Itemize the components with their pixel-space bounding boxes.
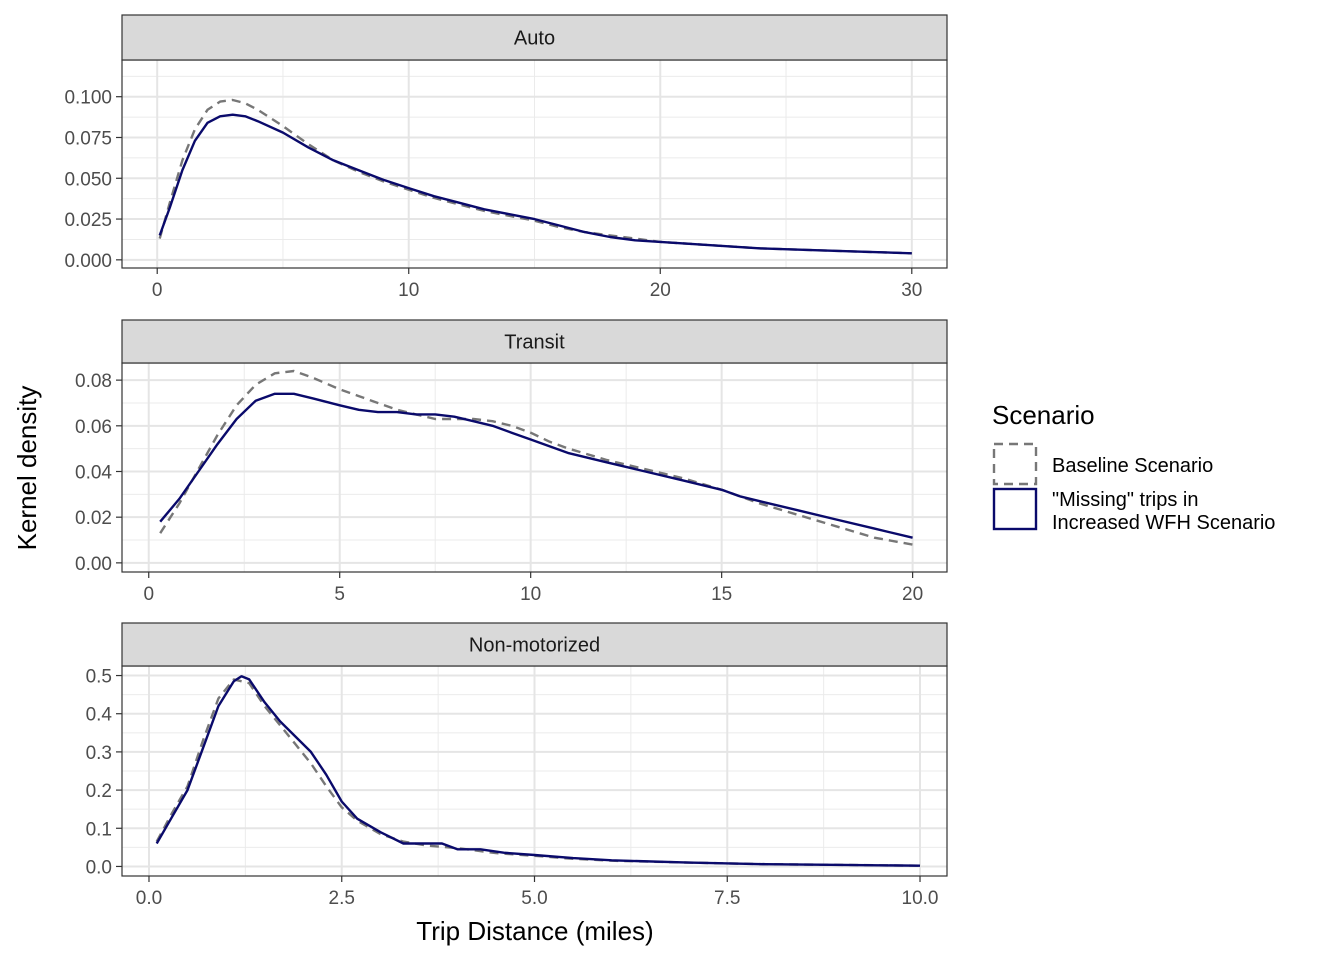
x-tick-label: 5.0 [521, 888, 547, 909]
x-axis-title: Trip Distance (miles) [416, 916, 653, 946]
y-tick-label: 0.00 [75, 554, 112, 575]
panel-background [122, 363, 947, 572]
x-tick-label: 20 [902, 584, 923, 605]
x-tick-label: 10 [398, 280, 419, 301]
x-tick-label: 10.0 [902, 888, 939, 909]
facet-strip [121, 14, 948, 61]
x-tick-label: 0 [152, 280, 163, 301]
legend-label-line: "Missing" trips in [1052, 489, 1198, 511]
y-tick-label: 0.000 [64, 251, 112, 272]
facet-strip-label: Transit [504, 332, 565, 354]
y-tick-label: 0.050 [64, 169, 112, 190]
x-tick-label: 15 [711, 584, 732, 605]
x-tick-label: 30 [901, 280, 922, 301]
facet-strip [121, 622, 948, 667]
series-line-baseline [155, 678, 921, 867]
x-tick-label: 2.5 [329, 888, 355, 909]
legend-label-line: Increased WFH Scenario [1052, 512, 1275, 534]
y-tick-label: 0.100 [64, 88, 112, 109]
series-line-missing [158, 113, 912, 255]
legend-key-baseline [992, 442, 1038, 486]
series-line-missing [155, 675, 921, 867]
facet-strip-label: Non-motorized [469, 635, 600, 657]
x-tick-label: 7.5 [714, 888, 740, 909]
y-tick-label: 0.025 [64, 210, 112, 231]
x-tick-label: 20 [650, 280, 671, 301]
series-line-missing [159, 392, 913, 539]
facet-strip-label: Auto [514, 28, 555, 50]
y-tick-label: 0.4 [86, 705, 113, 726]
y-tick-label: 0.3 [86, 743, 112, 764]
facet-strip [121, 319, 948, 364]
panel-auto: Auto 0.000 0.025 0.050 0.075 0.100 0 10 20 30 [64, 14, 948, 301]
legend-entry-baseline: Baseline Scenario [992, 442, 1213, 486]
y-tick-label: 0.08 [75, 371, 112, 392]
legend-title: Scenario [992, 400, 1095, 430]
y-tick-label: 0.02 [75, 508, 112, 529]
y-tick-label: 0.0 [86, 857, 112, 878]
panel-transit: Transit 0.00 0.02 0.04 0.06 0.08 0 5 10 15 20 [75, 319, 948, 605]
panel-non-motorized: Non-motorized 0.0 0.1 0.2 0.3 0.4 0.5 0.0 2.5 5.0… [86, 622, 948, 909]
y-tick-label: 0.1 [86, 819, 112, 840]
legend-label-line: Baseline Scenario [1052, 455, 1213, 477]
x-tick-label: 5 [334, 584, 345, 605]
legend-key-missing [992, 487, 1038, 531]
y-tick-label: 0.04 [75, 462, 112, 483]
y-tick-label: 0.06 [75, 417, 112, 438]
x-tick-label: 10 [520, 584, 541, 605]
y-tick-label: 0.5 [86, 667, 112, 688]
y-tick-label: 0.075 [64, 128, 112, 149]
x-tick-label: 0.0 [136, 888, 162, 909]
y-tick-label: 0.2 [86, 781, 112, 802]
y-axis-title: Kernel density [12, 386, 42, 551]
x-tick-label: 0 [143, 584, 154, 605]
legend: Scenario Baseline Scenario "Missing" trip… [992, 400, 1275, 534]
